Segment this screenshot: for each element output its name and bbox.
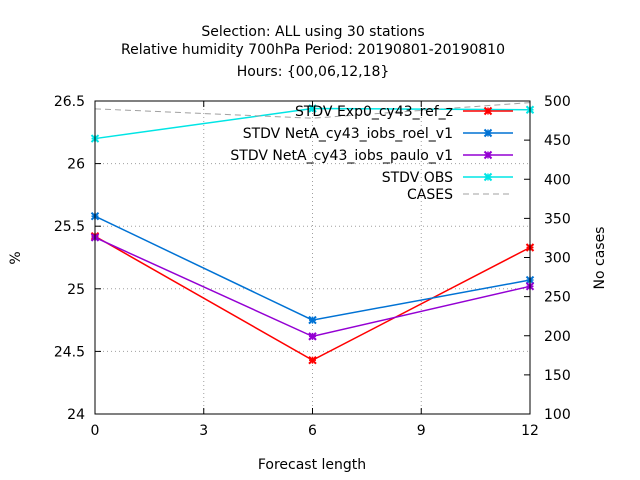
legend: STDV Exp0_cy43_ref_z STDV NetA_cy43_iobs_… (230, 104, 513, 203)
y-tick-label: 26.5 (54, 94, 85, 110)
x-tick-label: 6 (308, 423, 317, 439)
data-point (308, 332, 317, 341)
y-tick-label: 24 (67, 407, 85, 423)
legend-label-3: STDV OBS (382, 170, 453, 186)
data-point (308, 315, 317, 325)
data-point (483, 172, 493, 182)
y2-tick-label: 450 (544, 133, 571, 149)
y2-tick-label: 150 (544, 368, 571, 384)
title-line-1: Selection: ALL using 30 stations (201, 24, 424, 40)
y2-axis-label: No cases (592, 227, 608, 290)
y-tick-label: 24.5 (54, 344, 85, 360)
y-tick-label: 26 (67, 157, 85, 173)
legend-label-4: CASES (407, 187, 453, 203)
data-point (483, 150, 493, 160)
data-point (308, 355, 317, 365)
data-point (483, 128, 493, 138)
y2-tick-label: 300 (544, 251, 571, 267)
x-tick-label: 9 (417, 423, 426, 439)
legend-label-2: STDV NetA_cy43_iobs_paulo_v1 (230, 148, 453, 164)
y-axis-label: % (8, 251, 24, 264)
legend-label-0: STDV Exp0_cy43_ref_z (295, 104, 453, 120)
y2-tick-label: 350 (544, 211, 571, 227)
y2-tick-label: 400 (544, 172, 571, 188)
legend-label-1: STDV NetA_cy43_iobs_roel_v1 (243, 126, 453, 142)
title-line-2: Relative humidity 700hPa Period: 2019080… (121, 42, 505, 58)
series-line-1 (94, 215, 531, 321)
series-layer (90, 102, 535, 365)
title-line-3: Hours: {00,06,12,18} (237, 64, 390, 80)
data-point (308, 104, 317, 113)
y2-tick-label: 200 (544, 329, 571, 345)
chart-title: Selection: ALL using 30 stations Relativ… (121, 24, 505, 80)
y2-tick-label: 500 (544, 94, 571, 110)
y2-tick-label: 100 (544, 407, 571, 423)
ticks-layer: 0 3 6 9 12 24 24.5 25 25.5 26 26.5 100 150 200 250 300 3… (54, 94, 571, 439)
x-axis-label: Forecast length (258, 457, 366, 473)
y-tick-label: 25.5 (54, 219, 85, 235)
series-line-4 (94, 102, 531, 119)
x-tick-label: 3 (199, 423, 208, 439)
x-tick-label: 0 (91, 423, 100, 439)
y2-tick-label: 250 (544, 290, 571, 306)
data-point (483, 106, 493, 116)
y-tick-label: 25 (67, 282, 85, 298)
x-tick-label: 12 (521, 423, 539, 439)
